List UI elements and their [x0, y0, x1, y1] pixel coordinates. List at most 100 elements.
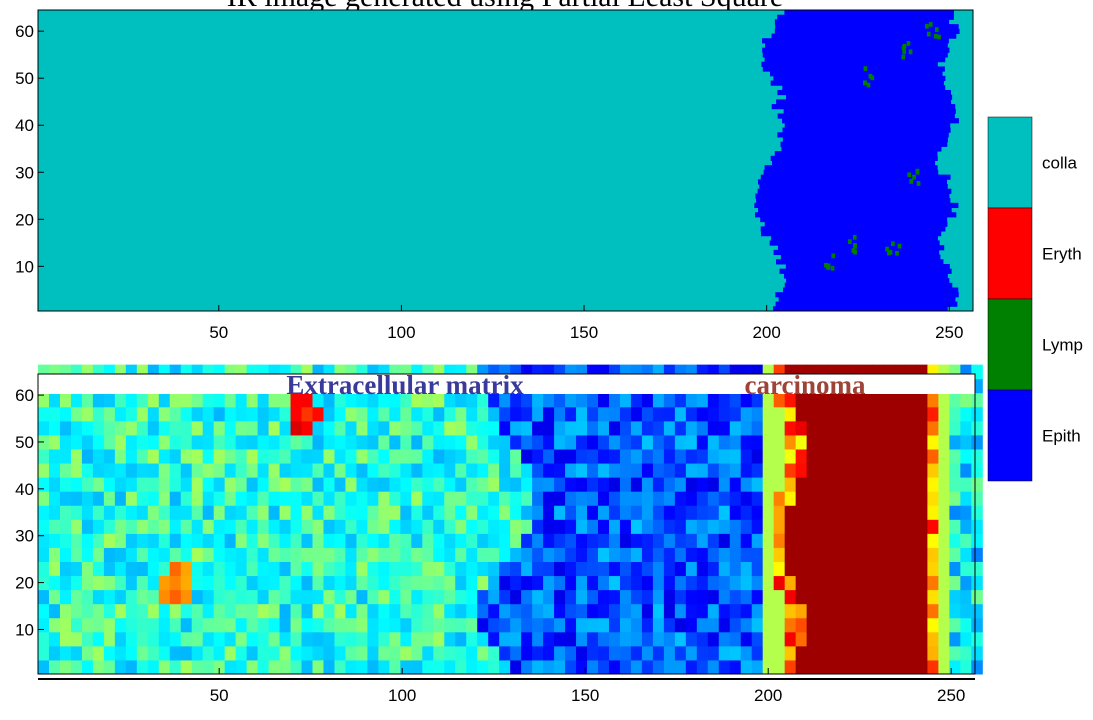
heatmap-cell [169, 519, 182, 534]
heatmap-cell [729, 575, 742, 591]
heatmap-cell [872, 645, 884, 661]
heatmap-cell [158, 406, 171, 422]
heatmap-cell [839, 645, 852, 661]
heatmap-cell [169, 477, 182, 492]
heatmap-cell [279, 406, 292, 422]
heatmap-cell [576, 364, 588, 380]
heatmap-cell [587, 505, 599, 520]
heatmap-cell [389, 617, 401, 633]
heatmap-cell [872, 561, 884, 577]
heatmap-cell [850, 561, 863, 577]
heatmap-cell [608, 449, 621, 464]
heatmap-cell [839, 392, 852, 408]
image-speck [906, 41, 911, 46]
heatmap-cell [235, 561, 248, 577]
heatmap-cell [696, 463, 709, 478]
heatmap-cell [136, 603, 149, 619]
heatmap-cell [663, 392, 676, 408]
x-tick-label: 250 [937, 686, 965, 705]
colorbar-segment [987, 389, 1033, 482]
heatmap-cell [180, 561, 193, 577]
heatmap-cell [828, 491, 841, 506]
heatmap-cell [444, 463, 456, 478]
image-speck [928, 22, 933, 27]
heatmap-cell [422, 631, 434, 647]
heatmap-cell [114, 617, 127, 633]
heatmap-cell [773, 603, 786, 619]
heatmap-cell [773, 631, 786, 647]
heatmap-cell [652, 392, 665, 408]
heatmap-cell [949, 659, 961, 675]
heatmap-cell [729, 645, 742, 661]
heatmap-cell [960, 603, 972, 619]
heatmap-cell [257, 645, 270, 661]
heatmap-cell [103, 547, 116, 562]
heatmap-cell [290, 449, 303, 464]
heatmap-cell [114, 463, 127, 478]
heatmap-cell [224, 463, 237, 478]
heatmap-cell [663, 617, 676, 633]
heatmap-cell [147, 617, 160, 633]
image-speck [902, 49, 906, 55]
heatmap-cell [861, 434, 874, 450]
heatmap-cell [301, 434, 314, 450]
heatmap-cell [773, 434, 786, 450]
heatmap-cell [48, 392, 61, 408]
heatmap-cell [466, 659, 478, 675]
heatmap-cell [839, 575, 852, 591]
heatmap-cell [59, 364, 72, 380]
heatmap-cell [773, 533, 786, 548]
heatmap-cell [488, 505, 500, 520]
heatmap-cell [301, 477, 314, 492]
heatmap-cell [433, 645, 445, 661]
heatmap-cell [180, 463, 193, 478]
heatmap-cell [136, 505, 149, 520]
heatmap-cell [389, 449, 401, 464]
heatmap-cell [147, 519, 160, 534]
heatmap-cell [630, 505, 643, 520]
heatmap-cell [499, 617, 511, 633]
heatmap-cell [608, 589, 621, 605]
heatmap-cell [191, 659, 204, 675]
heatmap-cell [356, 463, 368, 478]
image-region [786, 278, 950, 284]
heatmap-cell [707, 617, 720, 633]
heatmap-cell [510, 491, 522, 506]
heatmap-cell [960, 617, 972, 633]
heatmap-cell [543, 603, 555, 619]
heatmap-cell [180, 603, 193, 619]
heatmap-cell [92, 463, 105, 478]
heatmap-cell [334, 659, 346, 675]
heatmap-cell [850, 434, 863, 450]
heatmap-cell [38, 491, 50, 506]
heatmap-cell [125, 449, 138, 464]
heatmap-cell [685, 406, 698, 422]
heatmap-cell [916, 449, 928, 464]
heatmap-cell [257, 617, 270, 633]
heatmap-cell [268, 420, 281, 436]
heatmap-cell [663, 547, 676, 562]
heatmap-cell [279, 519, 292, 534]
heatmap-cell [290, 575, 303, 591]
heatmap-cell [323, 589, 335, 605]
heatmap-cell [795, 406, 808, 422]
heatmap-cell [488, 449, 500, 464]
heatmap-cell [455, 631, 467, 647]
heatmap-cell [213, 617, 226, 633]
heatmap-cell [158, 645, 171, 661]
heatmap-cell [488, 477, 500, 492]
heatmap-cell [114, 491, 127, 506]
heatmap-cell [213, 364, 226, 380]
heatmap-cell [213, 631, 226, 647]
heatmap-cell [389, 519, 401, 534]
heatmap-cell [279, 659, 292, 675]
heatmap-cell [608, 659, 621, 675]
heatmap-cell [147, 420, 160, 436]
heatmap-cell [510, 575, 522, 591]
heatmap-cell [455, 434, 467, 450]
image-region [783, 287, 959, 293]
heatmap-cell [773, 364, 786, 380]
heatmap-cell [400, 603, 412, 619]
heatmap-cell [652, 617, 665, 633]
heatmap-cell [400, 547, 412, 562]
